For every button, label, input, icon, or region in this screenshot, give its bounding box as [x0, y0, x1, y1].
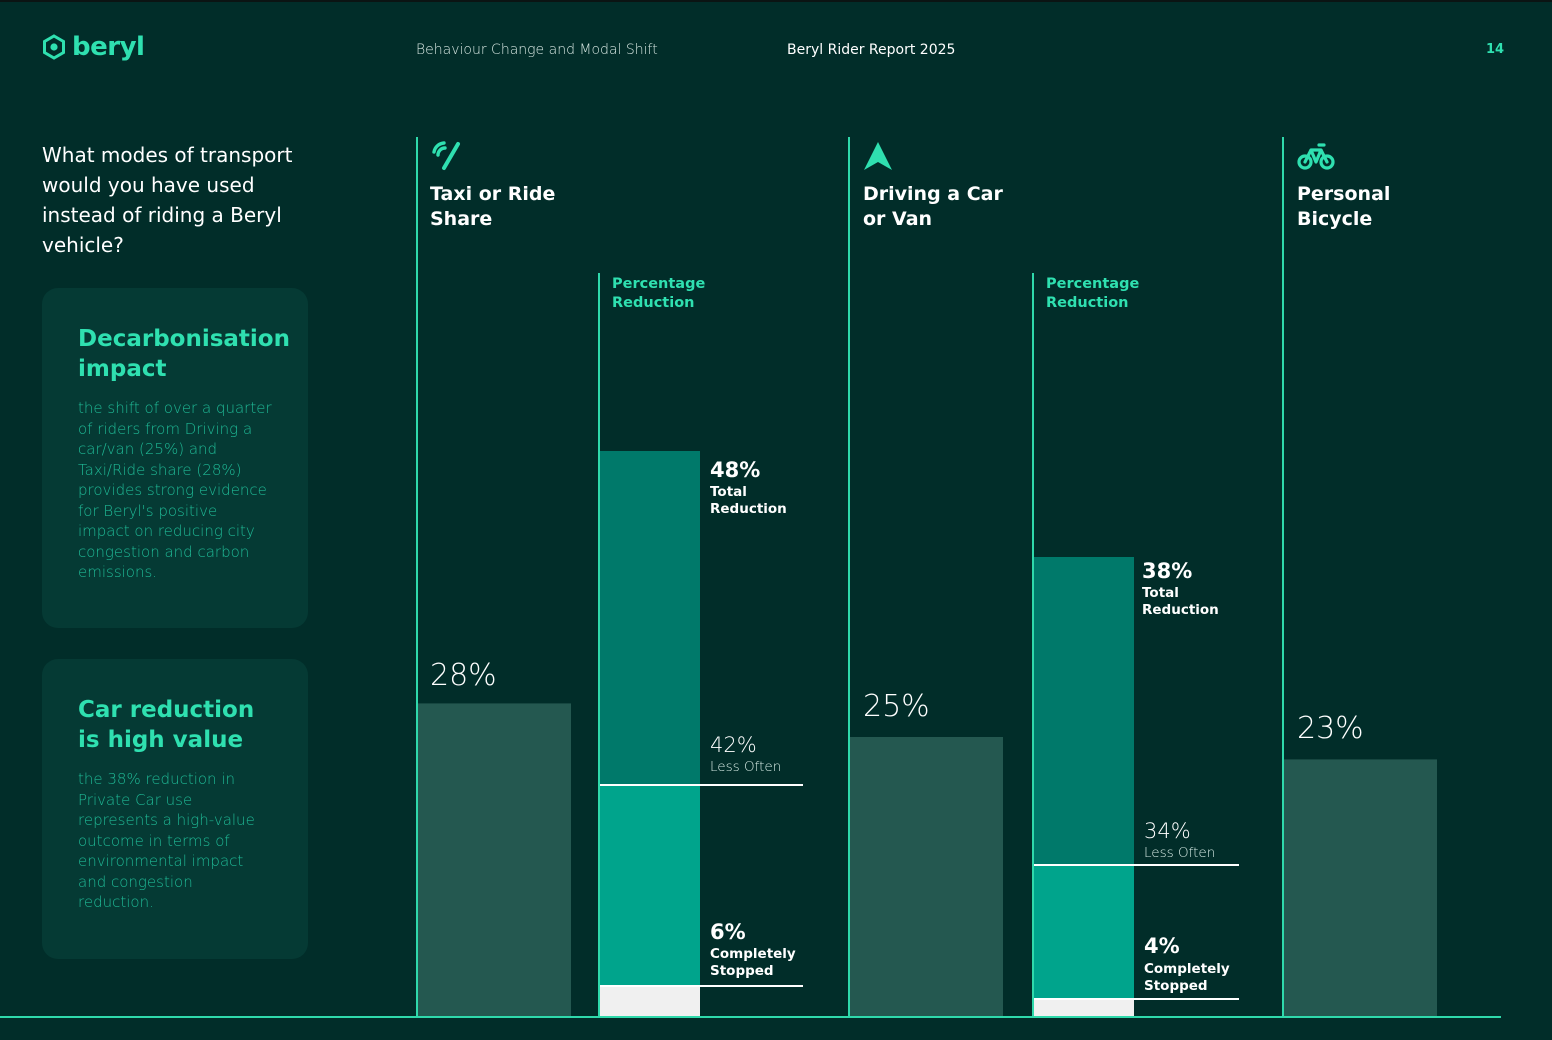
bar-value-label-car: 25% — [863, 689, 930, 724]
less-often-label-taxi: Less Often — [710, 759, 782, 775]
mode-title-line: Driving a Car — [863, 183, 1003, 205]
total-reduction-label-car: Total Reduction — [1142, 585, 1219, 619]
navigation-arrow-icon — [864, 142, 892, 170]
reduction-header-line: Percentage — [1046, 276, 1140, 292]
beryl-hexagon-icon — [43, 34, 65, 60]
mode-title-bicycle: Personal Bicycle — [1297, 182, 1477, 232]
stopped-label-taxi: Completely Stopped — [710, 946, 796, 980]
reduction-header-line: Percentage — [612, 276, 706, 292]
page-number: 14 — [1486, 42, 1505, 57]
label-line: Completely — [710, 946, 796, 962]
label-line: Reduction — [1142, 602, 1219, 618]
reduction-header-line: Reduction — [612, 295, 695, 311]
mode-bar-2 — [850, 737, 1003, 1017]
stopped-value-car: 4% — [1144, 934, 1180, 958]
reduction-divider — [598, 273, 600, 1018]
bicycle-icon — [1297, 143, 1335, 170]
label-line: Total — [710, 484, 747, 500]
section-title: Behaviour Change and Modal Shift — [416, 42, 658, 58]
speedometer-icon — [432, 141, 460, 170]
column-divider — [848, 137, 850, 1018]
card-body: the shift of over a quarter of riders fr… — [78, 399, 272, 581]
beryl-logo[interactable]: beryl — [42, 32, 145, 62]
mode-bar-3 — [1284, 759, 1437, 1017]
stopped-value-taxi: 6% — [710, 920, 746, 944]
mode-title-line: Personal — [1297, 183, 1391, 205]
mode-title-line: Taxi or Ride — [430, 183, 556, 205]
reduction-header-line: Reduction — [1046, 295, 1129, 311]
less-often-label-car: Less Often — [1144, 845, 1216, 861]
mode-title-line: Share — [430, 208, 493, 230]
column-divider — [416, 137, 418, 1018]
card-body: the 38% reduction in Private Car use rep… — [78, 770, 255, 911]
card-title: Decarbonisation impact — [78, 326, 290, 382]
less-often-segment-1 — [600, 451, 700, 785]
top-border — [0, 0, 1552, 2]
label-line: Stopped — [710, 963, 774, 979]
report-title: Beryl Rider Report 2025 — [787, 42, 956, 58]
mode-title-car: Driving a Car or Van — [863, 182, 1043, 232]
reduction-header-taxi: Percentage Reduction — [612, 275, 705, 313]
stopped-segment-2 — [1034, 865, 1134, 999]
stopped-label-car: Completely Stopped — [1144, 961, 1230, 995]
remainder-segment-2 — [1034, 999, 1134, 1017]
column-divider — [1282, 137, 1284, 1018]
car-reduction-card: Car reduction is high value the 38% redu… — [42, 659, 308, 959]
less-often-value-car: 34% — [1144, 819, 1191, 843]
total-reduction-label-taxi: Total Reduction — [710, 484, 787, 518]
bar-value-label-bicycle: 23% — [1297, 711, 1364, 746]
less-often-segment-2 — [1034, 557, 1134, 865]
reduction-divider — [1032, 273, 1034, 1018]
chart-baseline — [0, 1016, 1501, 1018]
less-often-value-taxi: 42% — [710, 733, 757, 757]
label-line: Completely — [1144, 961, 1230, 977]
card-title: Car reduction is high value — [78, 697, 255, 753]
stopped-segment-1 — [600, 785, 700, 986]
survey-question: What modes of transport would you have u… — [42, 143, 293, 257]
bar-value-label-taxi: 28% — [430, 658, 497, 693]
label-line: Stopped — [1144, 978, 1208, 994]
brand-name: beryl — [72, 32, 145, 62]
label-line: Total — [1142, 585, 1179, 601]
mode-bar-1 — [418, 703, 571, 1017]
remainder-segment-1 — [600, 986, 700, 1017]
total-reduction-value-car: 38% — [1142, 559, 1193, 583]
reduction-header-car: Percentage Reduction — [1046, 275, 1139, 313]
total-reduction-value-taxi: 48% — [710, 458, 761, 482]
mode-title-taxi: Taxi or Ride Share — [430, 182, 610, 232]
label-line: Reduction — [710, 501, 787, 517]
mode-title-line: or Van — [863, 208, 933, 230]
decarbonisation-card: Decarbonisation impact the shift of over… — [42, 288, 308, 628]
mode-title-line: Bicycle — [1297, 208, 1373, 230]
